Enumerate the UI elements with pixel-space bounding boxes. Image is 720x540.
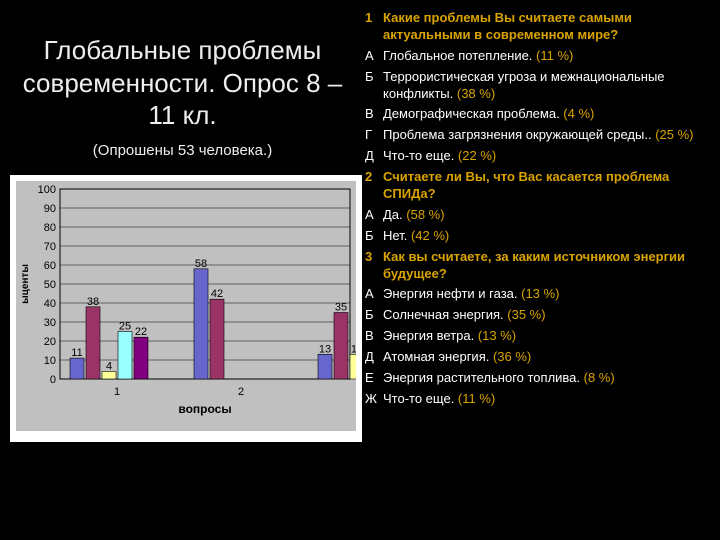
answer-row: ВЭнергия ветра. (13 %) xyxy=(365,328,714,345)
svg-text:50: 50 xyxy=(44,279,56,291)
svg-text:58: 58 xyxy=(195,257,207,269)
question-heading: 3Как вы считаете, за каким источником эн… xyxy=(365,249,714,283)
svg-text:90: 90 xyxy=(44,203,56,215)
svg-text:вопросы: вопросы xyxy=(178,402,231,416)
answer-row: АДа. (58 %) xyxy=(365,207,714,224)
svg-text:ыценты: ыценты xyxy=(20,264,31,304)
answer-row: АЭнергия нефти и газа. (13 %) xyxy=(365,286,714,303)
svg-text:80: 80 xyxy=(44,222,56,234)
answer-row: ЖЧто-то еще. (11 %) xyxy=(365,391,714,408)
answer-row: ГПроблема загрязнения окружающей среды..… xyxy=(365,127,714,144)
chart-frame: 0 10 20 30 40 50 60 70 80 90 100 ыценты 11 38 4 25 22 1 58… xyxy=(10,175,362,442)
answer-row: АГлобальное потепление. (11 %) xyxy=(365,48,714,65)
svg-text:20: 20 xyxy=(44,336,56,348)
svg-text:42: 42 xyxy=(211,288,223,300)
slide-title: Глобальные проблемы современности. Опрос… xyxy=(10,34,355,132)
svg-text:0: 0 xyxy=(50,374,56,386)
answer-row: ЕЭнергия растительного топлива. (8 %) xyxy=(365,370,714,387)
svg-text:10: 10 xyxy=(44,355,56,367)
svg-text:4: 4 xyxy=(106,360,112,372)
bar-chart: 0 10 20 30 40 50 60 70 80 90 100 ыценты 11 38 4 25 22 1 58… xyxy=(16,181,356,431)
svg-text:100: 100 xyxy=(38,184,56,196)
svg-text:13: 13 xyxy=(319,343,331,355)
svg-text:22: 22 xyxy=(135,326,147,338)
svg-text:25: 25 xyxy=(119,320,131,332)
svg-text:35: 35 xyxy=(335,301,347,313)
answer-row: ДАтомная энергия. (36 %) xyxy=(365,349,714,366)
svg-text:1: 1 xyxy=(114,386,120,398)
svg-text:38: 38 xyxy=(87,295,99,307)
svg-text:40: 40 xyxy=(44,298,56,310)
survey-list: 1Какие проблемы Вы считаете самыми актуа… xyxy=(365,10,714,408)
answer-row: БТеррористическая угроза и межнациональн… xyxy=(365,69,714,103)
question-heading: 2Считаете ли Вы, что Вас касается пробле… xyxy=(365,169,714,203)
answer-row: ДЧто-то еще. (22 %) xyxy=(365,148,714,165)
question-heading: 1Какие проблемы Вы считаете самыми актуа… xyxy=(365,10,714,44)
svg-text:30: 30 xyxy=(44,317,56,329)
svg-text:13: 13 xyxy=(351,343,356,355)
svg-text:60: 60 xyxy=(44,260,56,272)
answer-row: БСолнечная энергия. (35 %) xyxy=(365,307,714,324)
svg-text:70: 70 xyxy=(44,241,56,253)
svg-text:11: 11 xyxy=(71,347,82,359)
answer-row: ВДемографическая проблема. (4 %) xyxy=(365,106,714,123)
svg-text:2: 2 xyxy=(238,386,244,398)
slide-subtitle: (Опрошены 53 человека.) xyxy=(10,142,355,159)
answer-row: БНет. (42 %) xyxy=(365,228,714,245)
